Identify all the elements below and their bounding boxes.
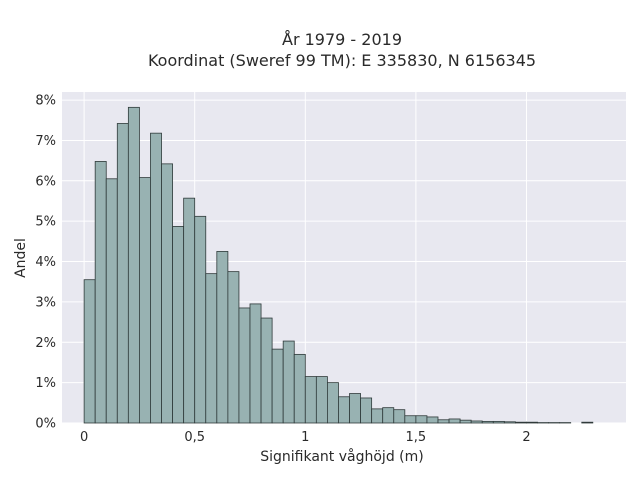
x-axis-label: Signifikant våghöjd (m) — [260, 448, 423, 465]
histogram-bar — [94, 161, 107, 424]
histogram-bar — [315, 376, 328, 424]
histogram-bar — [183, 197, 196, 424]
y-axis-ticks: 0% 1% 2% 3% 4% 5% 6% 7% 8% — [35, 94, 56, 432]
histogram-bar — [481, 420, 494, 424]
chart-title: År 1979 - 2019 — [282, 30, 402, 49]
histogram-bar — [139, 177, 151, 424]
histogram-bar — [371, 408, 384, 424]
y-tick-label: 3% — [35, 295, 56, 310]
histogram-bar — [227, 271, 240, 424]
y-tick-label: 5% — [35, 215, 56, 230]
histogram-bar — [161, 163, 173, 424]
y-tick-label: 7% — [35, 134, 56, 149]
histogram-bar — [426, 416, 439, 424]
histogram-bar — [304, 376, 317, 424]
histogram-bar — [150, 132, 162, 424]
y-tick-label: 1% — [35, 376, 56, 391]
histogram-bar — [282, 340, 295, 424]
x-tick-label: 2 — [522, 430, 530, 445]
histogram-bar — [526, 421, 538, 424]
y-tick-label: 6% — [35, 174, 56, 189]
y-axis-label: Andel — [13, 238, 29, 278]
histogram-bar — [116, 123, 129, 424]
histogram-bar — [271, 348, 284, 424]
y-tick-label: 0% — [35, 417, 56, 432]
histogram-bar — [172, 226, 185, 424]
histogram-bar — [349, 393, 361, 424]
y-tick-label: 4% — [35, 255, 56, 270]
histogram-bar — [249, 303, 262, 424]
histogram-bar — [205, 273, 218, 424]
x-tick-label: 0 — [80, 430, 88, 445]
histogram-bar — [293, 353, 306, 424]
histogram-bar — [360, 397, 373, 424]
histogram-bar — [415, 415, 428, 424]
histogram-bar — [459, 419, 472, 424]
histogram-bar — [470, 420, 483, 424]
histogram-bar — [194, 215, 207, 424]
x-tick-label: 1 — [301, 430, 309, 445]
histogram-bar — [216, 251, 229, 424]
y-tick-label: 8% — [35, 94, 56, 109]
histogram-bar — [581, 421, 594, 424]
histogram-bar — [338, 396, 350, 424]
y-tick-label: 2% — [35, 336, 56, 351]
histogram-bar — [83, 279, 96, 424]
x-axis-ticks: 0 0,5 1 1,5 2 — [80, 430, 531, 445]
x-tick-label: 0,5 — [184, 430, 205, 445]
histogram-bar — [404, 415, 417, 424]
histogram-bar — [327, 382, 339, 424]
histogram-bar — [260, 317, 273, 424]
histogram-bar — [492, 420, 505, 424]
histogram-bars — [83, 106, 594, 424]
x-tick-label: 1,5 — [406, 430, 427, 445]
histogram-bar — [503, 421, 516, 424]
chart-subtitle: Koordinat (Sweref 99 TM): E 335830, N 61… — [148, 51, 536, 70]
histogram-bar — [393, 409, 406, 424]
histogram-bar — [448, 418, 461, 424]
histogram-bar — [437, 419, 450, 424]
histogram-bar — [515, 421, 527, 424]
histogram-bar — [382, 407, 395, 424]
histogram-bar — [127, 106, 140, 424]
histogram-bar — [105, 178, 118, 424]
histogram-bar — [238, 307, 251, 424]
